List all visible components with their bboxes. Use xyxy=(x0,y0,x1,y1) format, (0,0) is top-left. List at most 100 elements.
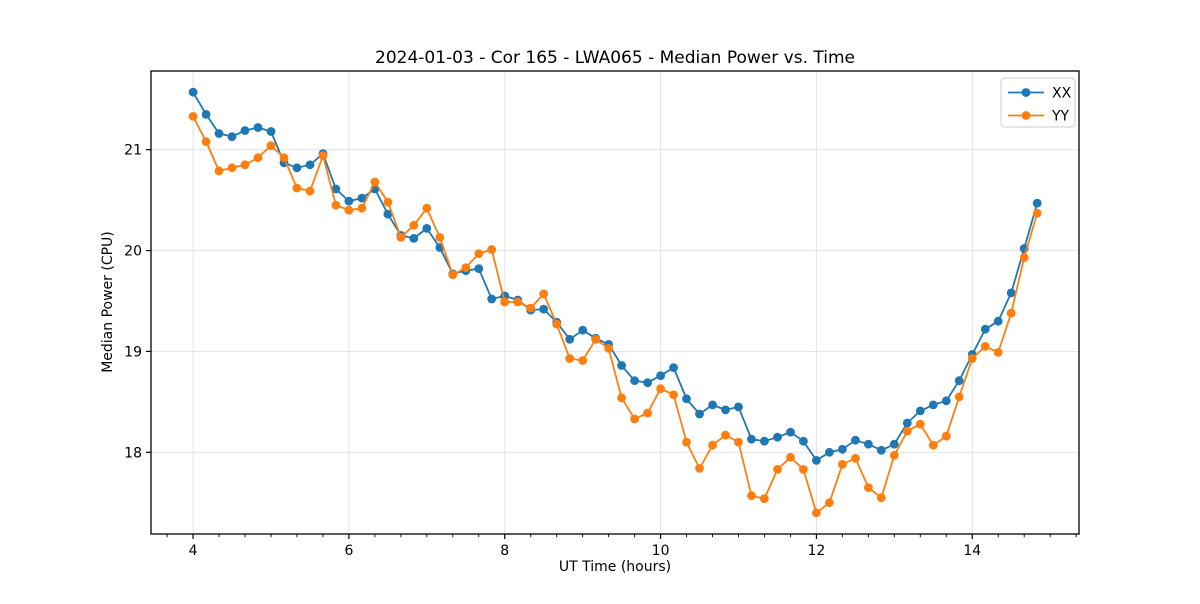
series-XX-point xyxy=(993,316,1003,326)
series-XX-point xyxy=(266,127,276,136)
series-XX-point xyxy=(773,432,782,442)
series-XX-point xyxy=(682,394,691,404)
series-YY-point xyxy=(461,263,471,273)
legend-swatch-marker-XX xyxy=(1021,88,1031,97)
series-YY-point xyxy=(889,450,899,460)
series-YY-point xyxy=(526,303,536,313)
series-XX-point xyxy=(305,160,315,170)
series-YY-point xyxy=(928,440,938,450)
series-YY-point xyxy=(604,344,613,353)
series-YY-point xyxy=(656,384,665,394)
legend-label-YY: YY xyxy=(1051,109,1070,125)
y-tick-label: 19 xyxy=(124,344,142,360)
series-XX-point xyxy=(188,87,198,97)
series-layer xyxy=(188,87,1042,518)
series-XX-point xyxy=(799,436,808,446)
series-XX-point xyxy=(292,163,302,173)
series-YY-point xyxy=(967,354,977,363)
series-YY-point xyxy=(721,430,730,440)
series-YY-point xyxy=(980,342,990,351)
series-YY-point xyxy=(954,392,964,402)
series-YY-point xyxy=(422,203,432,213)
series-YY-point xyxy=(396,233,406,242)
series-XX-point xyxy=(928,400,938,410)
y-tick-label: 20 xyxy=(124,244,142,260)
series-YY-point xyxy=(851,453,860,463)
series-YY-point xyxy=(747,491,756,501)
series-YY-line xyxy=(192,115,1039,514)
series-XX-point xyxy=(617,361,626,370)
series-YY-point xyxy=(708,440,717,450)
series-XX-point xyxy=(227,132,237,142)
series-XX-point xyxy=(656,371,665,380)
series-XX-point xyxy=(1032,198,1042,208)
series-XX-point xyxy=(902,418,912,428)
series-YY-point xyxy=(799,465,808,474)
legend: XX YY xyxy=(1000,77,1076,128)
series-YY-point xyxy=(409,220,419,230)
series-XX-point xyxy=(487,294,497,304)
series-YY-point xyxy=(435,233,445,242)
series-YY-point xyxy=(227,163,237,173)
series-YY-point xyxy=(1032,208,1042,218)
series-XX-point xyxy=(747,434,756,444)
series-YY-point xyxy=(552,319,562,329)
series-YY-point xyxy=(993,348,1003,357)
series-XX-point xyxy=(253,123,263,132)
series-YY-point xyxy=(305,186,315,196)
series-XX-point xyxy=(864,439,873,449)
chart-title: 2024-01-03 - Cor 165 - LWA065 - Median P… xyxy=(375,48,855,68)
series-YY-point xyxy=(902,426,912,436)
series-XX-point xyxy=(214,129,224,138)
series-YY-point xyxy=(383,197,393,207)
series-YY-point xyxy=(448,270,458,280)
series-XX-point xyxy=(422,224,432,233)
x-axis-label: UT Time (hours) xyxy=(559,559,671,575)
series-YY-point xyxy=(773,465,782,474)
series-YY-point xyxy=(825,498,834,508)
series-YY-point xyxy=(318,151,328,161)
series-YY-point xyxy=(331,200,341,210)
series-YY-point xyxy=(487,245,497,254)
series-YY-point xyxy=(734,437,743,447)
series-YY-point xyxy=(760,494,769,504)
tick-layer: 4 6 8 10 12 14 18 19 20 21 xyxy=(124,143,1077,559)
series-XX-line xyxy=(192,91,1039,462)
series-XX-point xyxy=(630,376,639,386)
series-YY-point xyxy=(1006,308,1016,318)
series-YY-point xyxy=(357,203,367,213)
x-tick-label: 12 xyxy=(808,543,826,559)
series-XX-point xyxy=(941,396,951,406)
series-XX-point xyxy=(838,444,847,454)
series-XX-point xyxy=(980,324,990,334)
series-YY-point xyxy=(630,414,639,424)
y-axis-label: Median Power (CPU) xyxy=(100,231,116,373)
series-XX-point xyxy=(240,126,250,135)
series-XX-point xyxy=(643,378,652,388)
series-YY-point xyxy=(643,408,652,418)
series-YY-point xyxy=(188,112,198,121)
x-tick-label: 14 xyxy=(963,543,981,559)
series-YY-point xyxy=(941,431,951,441)
x-tick-label: 10 xyxy=(652,543,670,559)
series-YY-point xyxy=(578,356,588,365)
series-XX-point xyxy=(578,325,588,335)
series-YY-point xyxy=(214,166,224,176)
series-XX-point xyxy=(851,435,860,445)
legend-swatch-marker-YY xyxy=(1021,111,1031,120)
series-XX-point xyxy=(812,456,821,465)
series-YY-point xyxy=(500,297,510,307)
series-YY-point xyxy=(370,177,380,187)
series-XX-point xyxy=(331,184,341,194)
series-YY-point xyxy=(864,483,873,492)
series-YY-point xyxy=(682,437,691,447)
y-tick-label: 18 xyxy=(124,445,142,461)
x-tick-label: 6 xyxy=(344,543,353,559)
series-XX-point xyxy=(954,376,964,386)
x-tick-label: 8 xyxy=(500,543,509,559)
series-XX-point xyxy=(760,436,769,446)
series-YY-point xyxy=(591,334,601,344)
series-XX-point xyxy=(669,363,678,372)
